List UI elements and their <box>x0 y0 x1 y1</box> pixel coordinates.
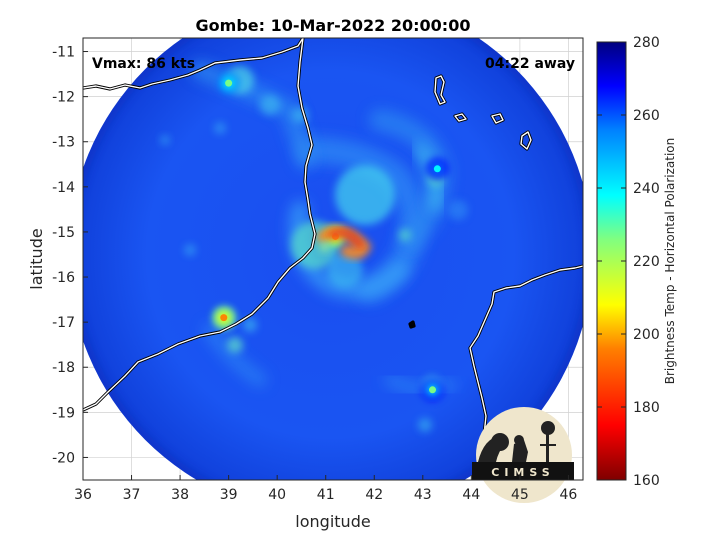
convective-cell <box>184 244 196 256</box>
convective-cell <box>327 252 363 288</box>
convective-cell <box>214 122 226 134</box>
y-tick-label: -12 <box>52 90 75 106</box>
convective-cell <box>260 95 280 115</box>
y-tick-label: -19 <box>52 405 75 421</box>
convective-cell <box>418 418 432 432</box>
y-tick-label: -15 <box>52 225 75 241</box>
vmax-annotation: Vmax: 86 kts <box>92 56 195 72</box>
time-away-annotation: 04:22 away <box>485 56 575 72</box>
y-tick-label: -20 <box>52 450 75 466</box>
y-tick-label: -17 <box>52 315 75 331</box>
y-axis-label: latitude <box>27 228 46 289</box>
x-tick-label: 39 <box>220 487 238 503</box>
cold-core <box>433 165 441 173</box>
colorbar-tick-label: 200 <box>633 327 660 343</box>
y-tick-label: -18 <box>52 360 75 376</box>
y-tick-label: -14 <box>52 180 75 196</box>
x-tick-label: 45 <box>511 487 529 503</box>
eyewall-core <box>327 229 364 248</box>
x-axis: 36 37 38 39 40 41 42 43 44 45 46 <box>74 475 577 503</box>
x-axis-label: longitude <box>295 512 370 531</box>
brightness-temp-swath <box>83 38 583 480</box>
rainband <box>384 374 456 395</box>
x-tick-label: 42 <box>365 487 383 503</box>
colorbar-tick-label: 220 <box>633 254 660 270</box>
convective-cell <box>448 200 468 220</box>
colorbar-tick-label: 260 <box>633 108 660 124</box>
cimss-logo: CIMSS <box>472 407 574 503</box>
convective-cell <box>227 337 243 353</box>
cold-core <box>220 314 228 322</box>
convective-cell <box>335 165 395 225</box>
plot-frame <box>82 37 584 481</box>
x-tick-label: 36 <box>74 487 92 503</box>
convective-cell <box>243 318 257 332</box>
x-tick-label: 40 <box>268 487 286 503</box>
colorbar-label: Brightness Temp - Horizontal Polarizatio… <box>663 138 677 385</box>
x-tick-label: 37 <box>123 487 141 503</box>
cold-core <box>225 79 233 87</box>
x-tick-label: 38 <box>171 487 189 503</box>
colorbar-tick-label: 280 <box>633 35 660 51</box>
chart-title: Gombe: 10-Mar-2022 20:00:00 <box>196 16 471 35</box>
y-tick-label: -11 <box>52 45 75 61</box>
y-tick-label: -13 <box>52 135 75 151</box>
rainband <box>203 323 267 387</box>
y-axis: -11 -12 -13 -14 -15 -16 -17 -18 -19 -20 <box>52 45 88 466</box>
y-tick-label: -16 <box>52 270 75 286</box>
cimss-logo-text: CIMSS <box>491 466 554 479</box>
cold-core <box>429 386 437 394</box>
x-tick-label: 44 <box>462 487 480 503</box>
x-tick-label: 41 <box>317 487 335 503</box>
colorbar-ticks: 280 260 240 220 200 180 160 <box>597 35 660 489</box>
x-tick-label: 43 <box>414 487 432 503</box>
colorbar-tick-label: 160 <box>633 473 660 489</box>
eye <box>319 241 330 252</box>
convective-cell <box>399 229 411 241</box>
swath-features <box>83 38 583 480</box>
x-tick-label: 46 <box>560 487 578 503</box>
colorbar-tick-label: 240 <box>633 181 660 197</box>
convective-cell <box>160 135 170 145</box>
colorbar-tick-label: 180 <box>633 400 660 416</box>
